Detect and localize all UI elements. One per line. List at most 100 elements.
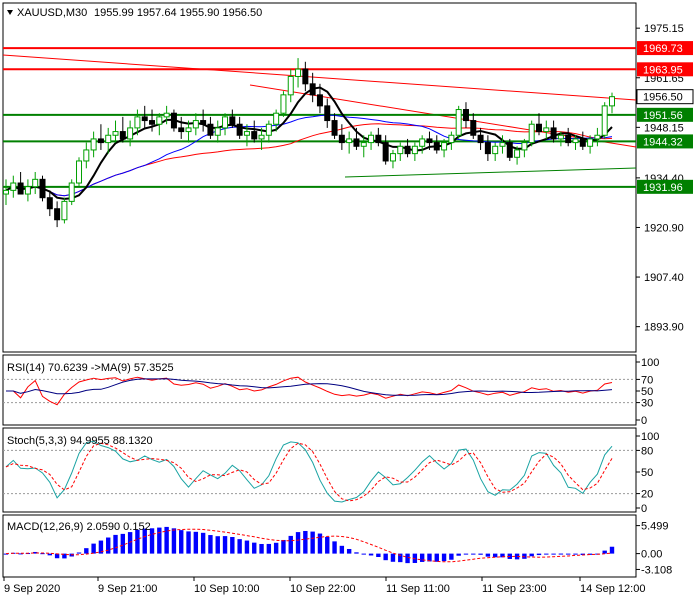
level-label: 1951.56 [643,110,683,122]
macd-bar [215,536,220,554]
macd-bar [390,553,396,562]
macd-bar [471,553,476,555]
macd-bar [602,550,607,554]
macd-bar [179,530,184,554]
macd-bar [346,548,352,554]
time-tick-label: 10 Sep 22:00 [290,583,355,595]
candle-body [39,178,46,199]
rsi-label: RSI(14) 70.6239 ->MA(9) 57.3525 [7,362,174,374]
stoch-panel[interactable] [2,427,637,513]
macd-bar [332,541,337,554]
price-panel[interactable] [2,2,637,353]
macd-bar [98,540,104,554]
candle-body [170,112,177,129]
macd-bar [171,528,177,554]
candle-body [24,186,31,195]
candle-body [192,120,199,129]
macd-bar [441,553,447,562]
candle-body [32,178,39,188]
candle-body [17,182,24,195]
macd-bar [47,553,53,556]
macd-bar [244,540,250,554]
candle-body [68,182,75,202]
candle-body [528,123,535,144]
stoch-k-line [5,440,613,503]
stoch-d-line [5,442,613,502]
macd-bar [565,553,571,555]
macd-bar [186,531,191,554]
candle-body [346,138,353,144]
macd-bar [84,548,89,554]
candle-body [382,142,389,162]
collapse-triangle-icon[interactable] [7,10,13,15]
macd-bar [149,528,155,554]
rsi-tick-label: 30 [641,398,653,410]
macd-bar [208,535,213,554]
candle-body [178,127,185,133]
time-tick-label: 11 Sep 23:00 [482,583,547,595]
candle-body [207,123,214,136]
macd-bar [266,543,272,554]
macd-bar [317,533,323,554]
candle-body [397,145,404,155]
candle-body [419,138,426,147]
rsi-panel[interactable] [2,354,637,426]
stoch-tick-label: 100 [641,431,659,443]
macd-bar [120,533,126,554]
candle-body [258,134,265,140]
macd-bar [200,532,206,554]
price-tick-label: 1975.15 [644,23,684,35]
support-trendline [344,167,637,178]
candle-body [535,123,542,133]
macd-bar [310,531,315,554]
macd-bar [193,531,199,554]
macd-bar [361,553,366,555]
candle-body [411,145,418,155]
macd-bar [522,553,527,559]
candle-body [470,120,477,136]
time-tick-label: 9 Sep 21:00 [98,583,157,595]
candle-body [455,109,462,136]
candle-body [484,142,491,155]
candle-body [499,142,506,147]
macd-bar [368,553,374,556]
candle-body [506,142,513,158]
stoch-layer [3,440,636,503]
candle-body [448,134,455,144]
candle-body [61,200,68,221]
candle-body [185,127,192,133]
rsi-line [6,376,613,406]
macd-signal-line [5,528,613,563]
macd-bar [237,539,242,554]
macd-bar [383,553,388,561]
candle-body [426,138,433,144]
macd-bar [419,553,425,562]
macd-bar [325,536,330,554]
macd-bar [135,529,140,554]
candle-body [3,189,9,195]
macd-bar [434,553,439,562]
chart-ohlc: 1955.99 1957.64 1955.90 1956.50 [94,7,262,19]
candle-body [112,131,119,136]
macd-bar [288,535,293,554]
level-label: 1944.32 [643,136,683,148]
candle-body [97,138,104,144]
macd-bar [529,553,534,557]
macd-bar [405,553,410,564]
candle-body [54,208,61,221]
macd-bar [485,553,491,557]
candle-body [141,116,148,122]
candle-body [557,134,564,140]
rsi-tick-label: 70 [641,374,653,386]
candle-body [565,134,572,144]
macd-bar [3,553,9,555]
macd-bar [500,553,505,558]
macd-tick-label: 0.00 [641,549,662,561]
candle-body [287,75,294,96]
rsi-ma-line [6,378,613,396]
candle-body [90,138,97,151]
candle-body [236,123,243,136]
macd-bar [303,530,308,554]
macd-bar [609,546,615,554]
rsi-layer [3,376,636,406]
